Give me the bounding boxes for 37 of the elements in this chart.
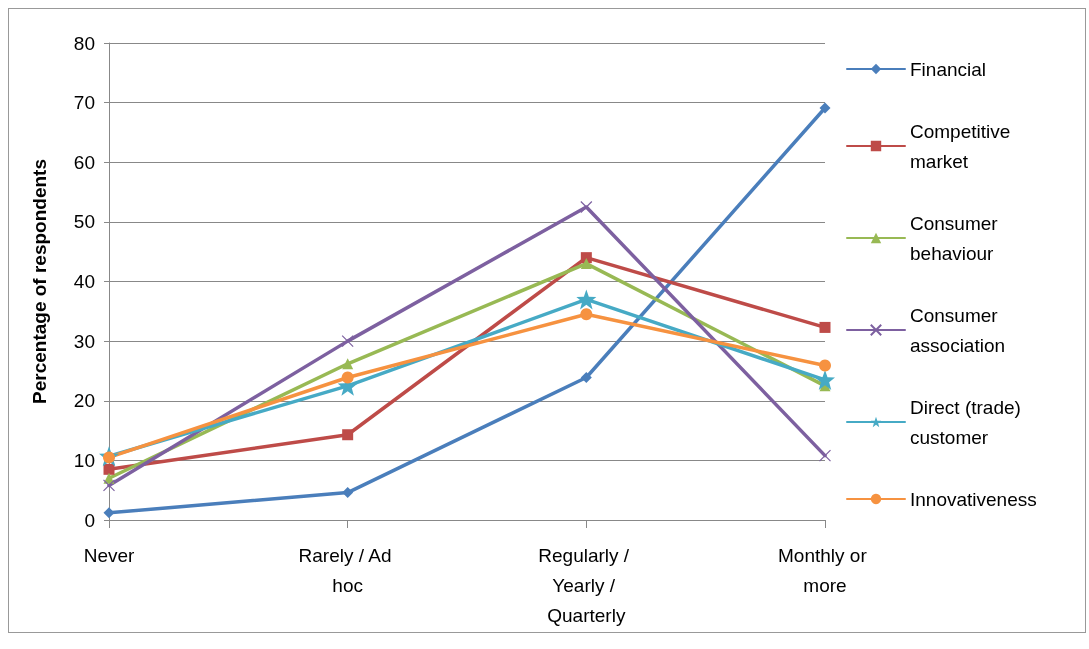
y-tick-label: 20 [73, 390, 95, 412]
legend-label: Direct (trade) customer [910, 396, 1027, 448]
y-tick-label: 0 [84, 509, 95, 531]
point [580, 200, 593, 214]
point [819, 102, 831, 114]
point [580, 258, 592, 270]
point [576, 289, 597, 310]
x-tick-label: Never [83, 544, 136, 566]
point [580, 308, 593, 321]
point [342, 487, 354, 499]
y-tick-label: 10 [73, 449, 95, 471]
point [341, 335, 354, 348]
legend-label: Financial [910, 58, 987, 80]
point [341, 371, 354, 384]
x-tick-label: Rarely / Ad hoc [298, 544, 397, 596]
x-tick-label: Monthly or more [778, 544, 872, 596]
point [102, 479, 116, 492]
point [815, 369, 835, 390]
legend-label: Innovativeness [910, 488, 1037, 510]
point [819, 359, 831, 372]
legend-label: Consumer behaviour [910, 212, 1003, 264]
x-tick-label: Regularly / Yearly / Quarterly [538, 544, 635, 626]
y-tick-label: 40 [73, 271, 95, 292]
point [818, 449, 832, 462]
y-tick-label: 70 [73, 92, 95, 114]
legend-label: Consumer association [910, 304, 1006, 356]
y-tick-label: 50 [73, 211, 95, 233]
y-tick-label: 80 [73, 32, 95, 54]
legend-label: Competitive market [910, 120, 1016, 172]
y-tick-label: 30 [73, 330, 95, 352]
point [103, 463, 115, 475]
point [580, 372, 592, 383]
point [342, 358, 354, 370]
y-tick-label: 60 [73, 151, 95, 173]
point [342, 429, 354, 441]
point [819, 321, 831, 333]
y-axis-title: Percentage of respondents [29, 159, 50, 404]
